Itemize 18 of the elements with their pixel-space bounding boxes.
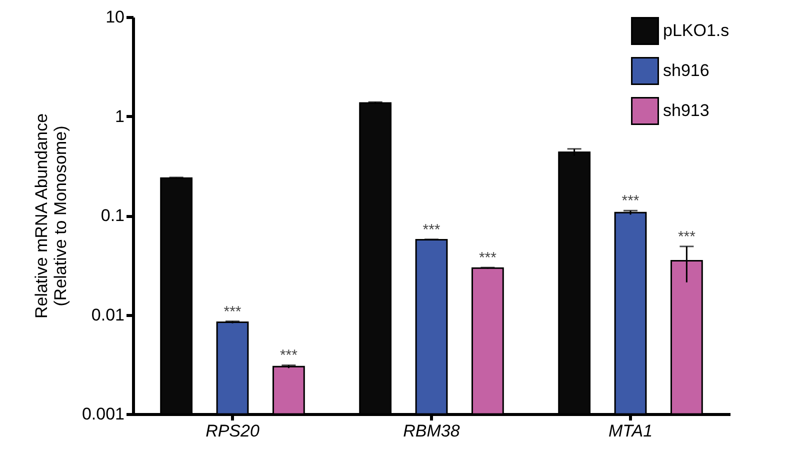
legend-label: sh916 bbox=[663, 61, 710, 80]
y-tick-label: 10 bbox=[106, 8, 124, 26]
annotation: *** bbox=[422, 221, 440, 238]
x-tick-label: RBM38 bbox=[403, 422, 460, 440]
y-axis-title: Relative mRNA Abundance (Relative to Monosome) bbox=[32, 113, 70, 319]
annotation: *** bbox=[224, 303, 242, 320]
y-tick-label: 0.001 bbox=[82, 404, 124, 424]
y-tick-label: 1 bbox=[115, 106, 124, 126]
x-tick-label: MTA1 bbox=[608, 422, 653, 440]
annotation: *** bbox=[478, 250, 497, 267]
x-tick-label: RPS20 bbox=[206, 422, 260, 440]
legend-label: sh913 bbox=[663, 101, 710, 120]
legend-label: pLKO1.s bbox=[663, 21, 730, 40]
annotation: *** bbox=[280, 347, 298, 364]
annotation: *** bbox=[622, 192, 640, 210]
y-tick-label: 0.01 bbox=[91, 305, 124, 324]
annotation: *** bbox=[678, 228, 696, 246]
y-tick-label: 0.1 bbox=[100, 206, 124, 225]
